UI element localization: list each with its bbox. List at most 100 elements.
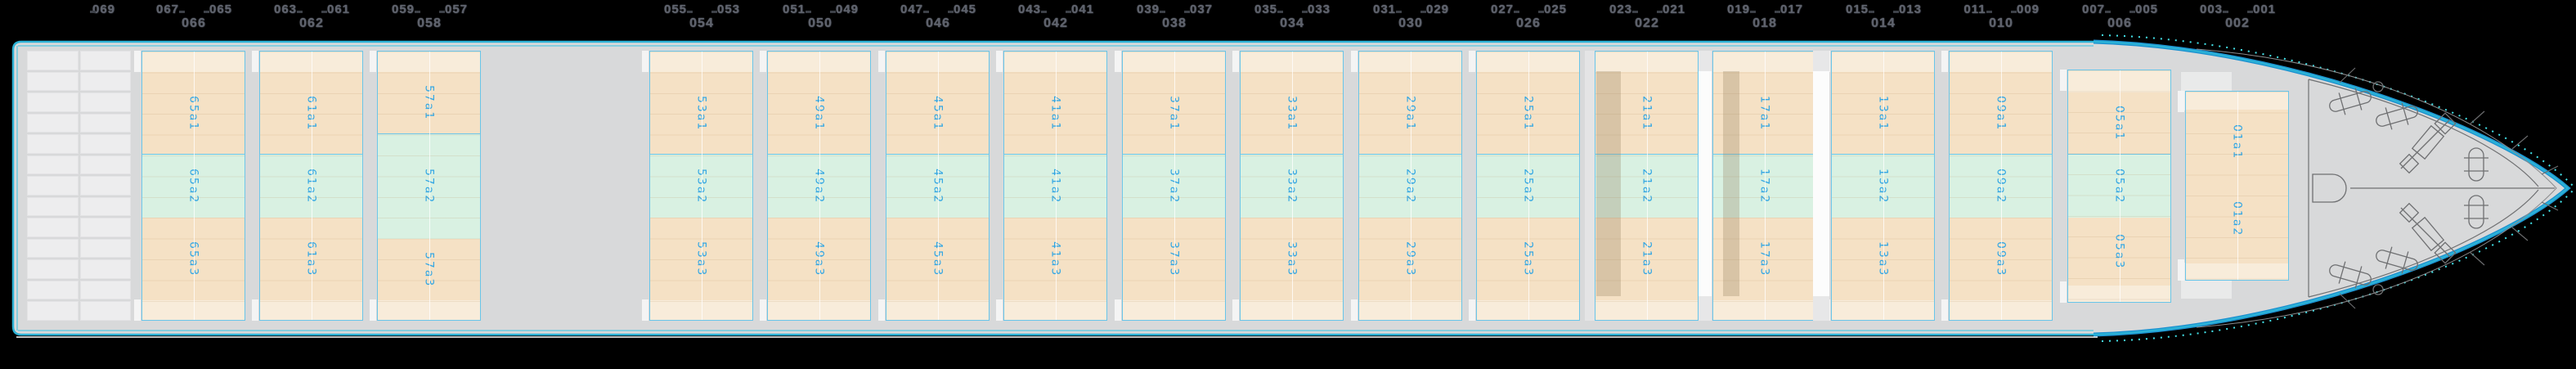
hatch-corner-tab — [1351, 299, 1358, 321]
bollard-icon — [2464, 195, 2488, 229]
bay-column-002: 01a1 01a2 — [2185, 91, 2289, 281]
bay-slot-label: 41a3 — [1048, 241, 1062, 277]
superstructure-strip-21 — [1596, 71, 1621, 296]
axis-label-055: 055 — [663, 2, 688, 16]
axis-label-057: 057 — [444, 2, 469, 16]
bay-slot-45a1[interactable]: 45a1 — [886, 72, 989, 155]
bay-column-058: 57a1 57a2 57a3 — [377, 51, 481, 321]
hatch-corner-tab — [134, 51, 141, 72]
bay-column-054: 53a1 53a2 53a3 — [649, 51, 753, 321]
bay-slot-label: 29a3 — [1403, 241, 1417, 277]
bay-slot-65a2[interactable]: 65a2 — [142, 155, 245, 218]
axis-tick — [1396, 11, 1402, 13]
axis-label-061: 061 — [326, 2, 351, 16]
bay-slot-41a1[interactable]: 41a1 — [1004, 72, 1106, 155]
bay-slot-05a2[interactable]: 05a2 — [2068, 155, 2170, 218]
bay-slot-label: 01a2 — [2230, 201, 2244, 237]
hatch-corner-tab — [134, 299, 141, 321]
bay-slot-41a2[interactable]: 41a2 — [1004, 155, 1106, 218]
hull-frame-tick — [2339, 293, 2356, 309]
bay-slot-13a1[interactable]: 13a1 — [1832, 72, 1934, 155]
bay-column-046: 45a1 45a2 45a3 — [886, 51, 990, 321]
bay-slot-29a3[interactable]: 29a3 — [1359, 218, 1461, 300]
stern-slot-cell — [79, 218, 131, 237]
bay-slot-37a1[interactable]: 37a1 — [1123, 72, 1225, 155]
bay-slot-33a3[interactable]: 33a3 — [1241, 218, 1343, 300]
bay-slot-37a2[interactable]: 37a2 — [1123, 155, 1225, 218]
bay-slot-49a1[interactable]: 49a1 — [768, 72, 870, 155]
bay-slot-13a3[interactable]: 13a3 — [1832, 218, 1934, 300]
anchor-chain-stopper-icon — [2399, 202, 2457, 264]
bay-slot-45a3[interactable]: 45a3 — [886, 218, 989, 300]
bay-slot-label: 33a3 — [1285, 241, 1299, 277]
bay-slot-01a2[interactable]: 01a2 — [2186, 175, 2288, 263]
bay-slot-05a1[interactable]: 05a1 — [2068, 92, 2170, 155]
axis-label-015: 015 — [1845, 2, 1869, 16]
bay-slot-label: 17a1 — [1757, 95, 1771, 132]
bay-slot-49a2[interactable]: 49a2 — [768, 155, 870, 218]
bay-slot-53a1[interactable]: 53a1 — [650, 72, 752, 155]
axis-tick — [297, 11, 303, 13]
bay-slot-25a3[interactable]: 25a3 — [1477, 218, 1579, 300]
bay-slot-label: 65a1 — [186, 95, 200, 132]
stern-slot-cell — [79, 51, 131, 70]
bay-slot-53a3[interactable]: 53a3 — [650, 218, 752, 300]
bay-slot-29a2[interactable]: 29a2 — [1359, 155, 1461, 218]
axis-label-034: 034 — [1280, 16, 1304, 30]
anchor-chain-stopper-icon — [2399, 112, 2457, 174]
bay-slot-53a2[interactable]: 53a2 — [650, 155, 752, 218]
axis-label-014: 014 — [1871, 16, 1896, 30]
bay-slot-57a3[interactable]: 57a3 — [378, 239, 480, 300]
bay-slot-13a2[interactable]: 13a2 — [1832, 155, 1934, 218]
bay-slot-09a1[interactable]: 09a1 — [1950, 72, 2052, 155]
bay-slot-41a3[interactable]: 41a3 — [1004, 218, 1106, 300]
axis-tick — [1632, 11, 1638, 13]
axis-label-026: 026 — [1516, 16, 1541, 30]
bay-slot-45a2[interactable]: 45a2 — [886, 155, 989, 218]
bay-slot-37a3[interactable]: 37a3 — [1123, 218, 1225, 300]
hatch-corner-tab — [1469, 51, 1475, 72]
stern-slot-cell — [27, 301, 79, 321]
stern-slot-cell — [27, 92, 79, 112]
hatch-corner-tab — [1941, 299, 1948, 321]
axis-label-030: 030 — [1398, 16, 1423, 30]
axis-label-006: 006 — [2107, 16, 2132, 30]
axis-tick — [923, 11, 929, 13]
bay-slot-65a3[interactable]: 65a3 — [142, 218, 245, 300]
axis-label-053: 053 — [716, 2, 741, 16]
bay-slot-01a1[interactable]: 01a1 — [2186, 110, 2288, 175]
axis-label-007: 007 — [2081, 2, 2106, 16]
stern-slot-cell — [79, 280, 131, 300]
axis-tick — [711, 11, 717, 13]
bay-slot-61a2[interactable]: 61a2 — [260, 155, 362, 218]
hatch-corner-tab — [1232, 51, 1239, 72]
bay-slot-label: 57a2 — [422, 169, 436, 205]
axis-label-043: 043 — [1017, 2, 1042, 16]
axis-label-063: 063 — [273, 2, 298, 16]
bay-slot-61a3[interactable]: 61a3 — [260, 218, 362, 300]
hull-inner-line — [16, 45, 2094, 331]
hatch-corner-tab — [252, 51, 258, 72]
axis-label-023: 023 — [1609, 2, 1633, 16]
bay-slot-25a2[interactable]: 25a2 — [1477, 155, 1579, 218]
bay-slot-61a1[interactable]: 61a1 — [260, 72, 362, 155]
bay-slot-25a1[interactable]: 25a1 — [1477, 72, 1579, 155]
bay-slot-33a2[interactable]: 33a2 — [1241, 155, 1343, 218]
bay-slot-57a2[interactable]: 57a2 — [378, 134, 480, 239]
bay-column-062: 61a1 61a2 61a3 — [259, 51, 363, 321]
bay-slot-49a3[interactable]: 49a3 — [768, 218, 870, 300]
hatch-corner-tab — [1115, 51, 1121, 72]
bay-slot-57a1[interactable]: 57a1 — [378, 72, 480, 134]
hatch-corner-tab — [2060, 281, 2067, 303]
bay-slot-label: 17a3 — [1757, 241, 1771, 277]
axis-tick — [2129, 11, 2135, 13]
axis-label-045: 045 — [953, 2, 977, 16]
bay-slot-33a1[interactable]: 33a1 — [1241, 72, 1343, 155]
bay-slot-label: 41a2 — [1048, 168, 1062, 205]
axis-tick — [1893, 11, 1899, 13]
bay-slot-29a1[interactable]: 29a1 — [1359, 72, 1461, 155]
bay-slot-05a3[interactable]: 05a3 — [2068, 218, 2170, 286]
bay-slot-65a1[interactable]: 65a1 — [142, 72, 245, 155]
bay-slot-09a3[interactable]: 09a3 — [1950, 218, 2052, 300]
bay-slot-09a2[interactable]: 09a2 — [1950, 155, 2052, 218]
